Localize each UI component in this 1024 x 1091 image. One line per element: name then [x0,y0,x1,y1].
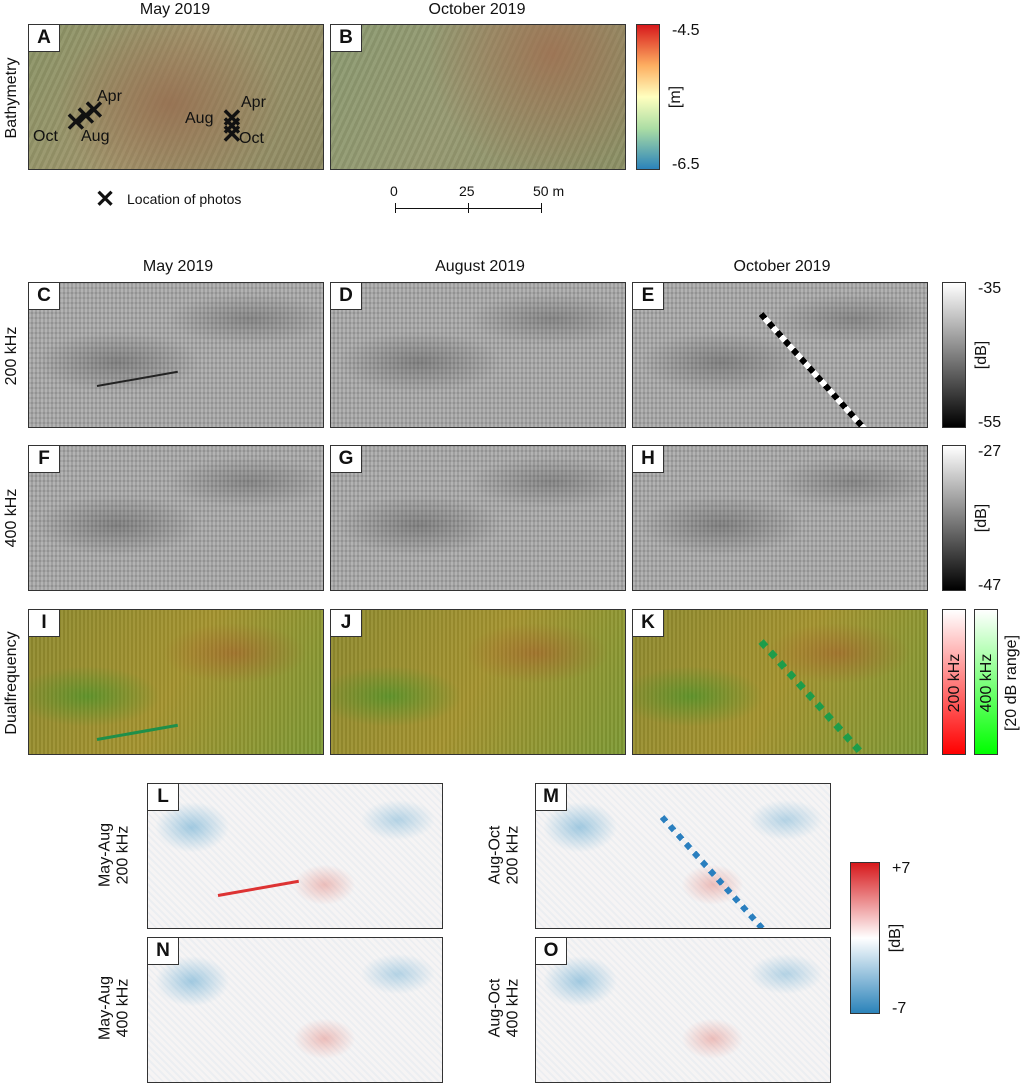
col-title-aug: August 2019 [435,258,525,275]
diff-label-line1: Aug-Oct [486,825,504,885]
panel-letter: O [536,938,567,965]
panel-o-diff-aug-oct-400: O [535,937,831,1083]
dotted-trail [758,639,871,754]
panel-letter: G [331,446,362,473]
colorbar-400khz [942,445,966,591]
scalebar-tick [468,203,469,213]
panel-m-diff-aug-oct-200: M [535,783,831,929]
marker-label-oct-right: Oct [239,130,264,147]
diff-label-line2: 400 kHz [115,978,132,1038]
colorbar-400khz-green [974,609,998,755]
colorbar-max: -27 [978,443,1002,460]
marker-label-aug-right: Aug [185,110,214,127]
panel-e-200khz-oct: E [632,282,928,428]
panel-d-200khz-aug: D [330,282,626,428]
row-label-400khz: 400 kHz [2,488,20,548]
colorbar-label-200khz: 200 kHz [945,653,963,713]
col-title-oct: October 2019 [733,258,831,275]
photo-marker-icon: ✕ [75,101,97,131]
scalebar-tick [395,203,396,213]
panel-n-diff-may-aug-400: N [147,937,443,1083]
row-label-dualfrequency: Dualfrequency [2,631,20,735]
diff-label-n: May-Aug 400 kHz [97,976,134,1040]
colorbar-min: -6.5 [672,156,700,173]
colorbar-min: -7 [892,1000,907,1017]
panel-letter: L [148,784,179,811]
diff-label-l: May-Aug 200 kHz [97,823,134,887]
diff-label-line1: Aug-Oct [486,978,504,1038]
panel-letter: N [148,938,179,965]
panel-letter: M [536,784,567,811]
panel-l-diff-may-aug-200: L [147,783,443,929]
track-line [217,879,300,897]
scalebar-label-0: 0 [390,183,398,199]
diff-label-m: Aug-Oct 200 kHz [487,826,524,885]
colorbar-label-400khz: 400 kHz [977,653,995,713]
colorbar-max: +7 [892,860,911,877]
legend-text: Location of photos [127,191,242,207]
panel-a-bathymetry-may: A ✕ ✕ ✕ Apr Oct Aug ✕ ✕ ✕ Apr Aug Oct [28,24,324,170]
track-line [96,723,179,741]
photo-marker-icon: ✕ [221,103,243,133]
panel-b-bathymetry-oct: B [330,24,626,170]
row-label-bathymetry: Bathymetry [2,57,20,139]
photo-marker-icon: ✕ [83,95,105,125]
colorbar-200khz-red [942,609,966,755]
dotted-trail [659,814,765,928]
scalebar-label-50m: 50 m [533,183,565,199]
diff-label-line1: May-Aug [96,822,114,888]
marker-label-oct-left: Oct [33,128,58,145]
colorbar-bathymetry [636,24,660,170]
panel-f-400khz-may: F [28,445,324,591]
diff-label-line2: 400 kHz [505,978,522,1038]
panel-i-dual-may: I [28,609,324,755]
track-line [96,370,178,387]
panel-letter: F [29,446,60,473]
row-label-200khz: 200 kHz [2,326,20,386]
colorbar-difference [850,862,880,1014]
col-title-may: May 2019 [142,258,214,275]
colorbar-unit: [dB] [972,503,990,533]
diff-label-o: Aug-Oct 400 kHz [487,979,524,1038]
panel-k-dual-oct: K [632,609,928,755]
panel-c-200khz-may: C [28,282,324,428]
panel-g-400khz-aug: G [330,445,626,591]
panel-j-dual-aug: J [330,609,626,755]
diff-label-line1: May-Aug [96,975,114,1041]
col-title-oct-bathy: October 2019 [428,1,526,18]
colorbar-min: -55 [978,414,1002,431]
marker-label-apr-right: Apr [241,94,266,111]
panel-h-400khz-oct: H [632,445,928,591]
panel-letter: K [633,610,664,637]
panel-letter: I [29,610,60,637]
scalebar-label-25: 25 [459,183,475,199]
panel-letter: D [331,283,362,310]
colorbar-200khz [942,282,966,428]
photo-marker-icon: ✕ [221,119,243,149]
diff-label-line2: 200 kHz [505,825,522,885]
col-title-may-bathy: May 2019 [139,1,211,18]
panel-letter: J [331,610,362,637]
photo-marker-icon: ✕ [221,111,243,141]
panel-letter: B [331,25,362,52]
scalebar-tick [541,203,542,213]
colorbar-unit: [m] [666,85,684,109]
marker-label-apr-left: Apr [97,88,122,105]
panel-letter: A [29,25,60,52]
diff-label-line2: 200 kHz [115,825,132,885]
photo-marker-icon: ✕ [65,107,87,137]
photo-location-icon: ✕ [95,186,116,213]
colorbar-min: -47 [978,577,1002,594]
panel-letter: C [29,283,60,310]
colorbar-unit: [20 dB range] [1002,634,1020,732]
marker-label-aug-left: Aug [81,128,110,145]
panel-letter: H [633,446,664,473]
colorbar-unit: [dB] [972,340,990,370]
colorbar-unit: [dB] [886,923,904,953]
dotted-trail [758,311,871,427]
colorbar-max: -4.5 [672,22,700,39]
panel-letter: E [633,283,664,310]
colorbar-max: -35 [978,280,1002,297]
